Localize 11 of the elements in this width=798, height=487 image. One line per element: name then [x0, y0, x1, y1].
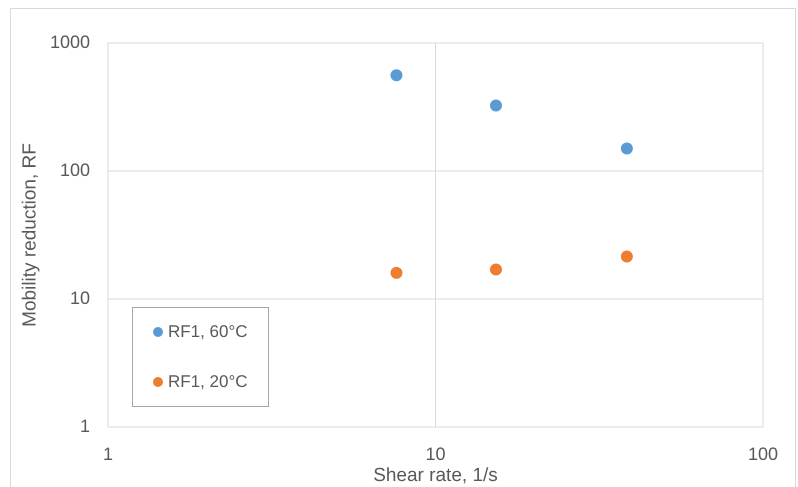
y-tick-label: 10	[70, 288, 90, 308]
legend-label: RF1, 60°C	[168, 322, 248, 342]
y-tick-label: 100	[60, 160, 90, 180]
x-tick-label: 10	[425, 444, 446, 464]
y-tick-label: 1000	[50, 32, 90, 52]
legend-label: RF1, 20°C	[168, 372, 248, 392]
y-axis-title: Mobility reduction, RF	[20, 143, 41, 327]
x-tick-label: 1	[102, 444, 114, 464]
x-tick-label: 100	[748, 444, 778, 464]
x-axis-title: Shear rate, 1/s	[373, 464, 498, 486]
y-tick-label: 1	[80, 416, 90, 436]
